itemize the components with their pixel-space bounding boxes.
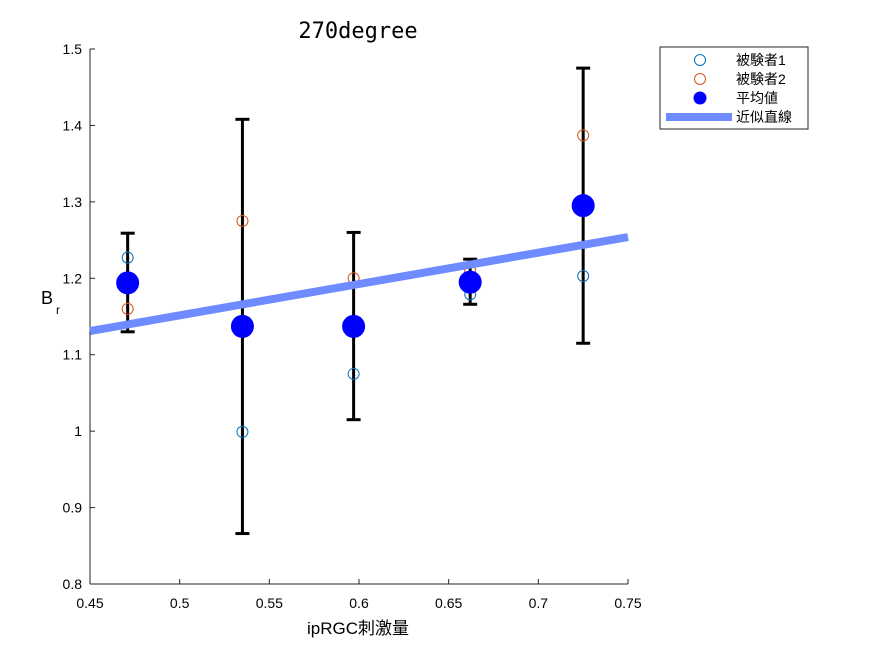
y-axis-label-main: B xyxy=(41,288,53,308)
chart-title: 270degree xyxy=(298,19,417,44)
y-tick-label-4: 1.2 xyxy=(63,270,83,286)
x-tick-label-4: 0.65 xyxy=(435,595,462,611)
subject2-point-4 xyxy=(577,129,590,142)
subject1-point-1 xyxy=(236,425,249,438)
x-tick-label-6: 0.75 xyxy=(614,595,641,611)
subject1-point-2 xyxy=(347,367,360,380)
y-tick-label-2: 1 xyxy=(74,423,82,439)
legend-marker-0 xyxy=(694,54,706,66)
y-tick-label-1: 0.9 xyxy=(63,500,83,516)
legend-label-1: 被験者2 xyxy=(736,71,786,87)
x-tick-label-0: 0.45 xyxy=(76,595,103,611)
legend-label-0: 被験者1 xyxy=(736,52,786,68)
y-tick-label-5: 1.3 xyxy=(63,194,83,210)
subject1-point-4 xyxy=(577,269,590,282)
mean-point-0 xyxy=(116,271,140,295)
legend-marker-2 xyxy=(693,91,707,105)
mean-point-2 xyxy=(342,314,366,338)
mean-point-1 xyxy=(230,314,254,338)
legend-label-3: 近似直線 xyxy=(736,109,792,125)
x-tick-label-5: 0.7 xyxy=(529,595,549,611)
legend-marker-1 xyxy=(694,73,706,85)
x-tick-label-1: 0.5 xyxy=(170,595,190,611)
y-axis-label-sub: r xyxy=(56,303,60,317)
subject2-point-0 xyxy=(121,302,134,315)
x-tick-label-3: 0.6 xyxy=(349,595,369,611)
plot-area: 0.45 0.5 0.55 0.6 0.65 0.7 0.75 0.8 0.9 1 1.1 1.2 1.… xyxy=(63,41,642,611)
mean-point-3 xyxy=(458,270,482,294)
y-tick-label-7: 1.5 xyxy=(63,41,83,57)
x-axis-label: ipRGC刺激量 xyxy=(307,619,409,638)
x-tick-label-2: 0.55 xyxy=(256,595,283,611)
y-axis-label: B r xyxy=(41,288,60,317)
fit-line xyxy=(89,233,629,335)
subject1-point-0 xyxy=(121,251,134,264)
y-tick-label-6: 1.4 xyxy=(63,117,83,133)
mean-point-4 xyxy=(571,194,595,218)
legend-label-2: 平均値 xyxy=(736,90,778,106)
y-tick-label-0: 0.8 xyxy=(63,576,83,592)
y-tick-label-3: 1.1 xyxy=(63,347,83,363)
subject2-point-1 xyxy=(236,214,249,227)
